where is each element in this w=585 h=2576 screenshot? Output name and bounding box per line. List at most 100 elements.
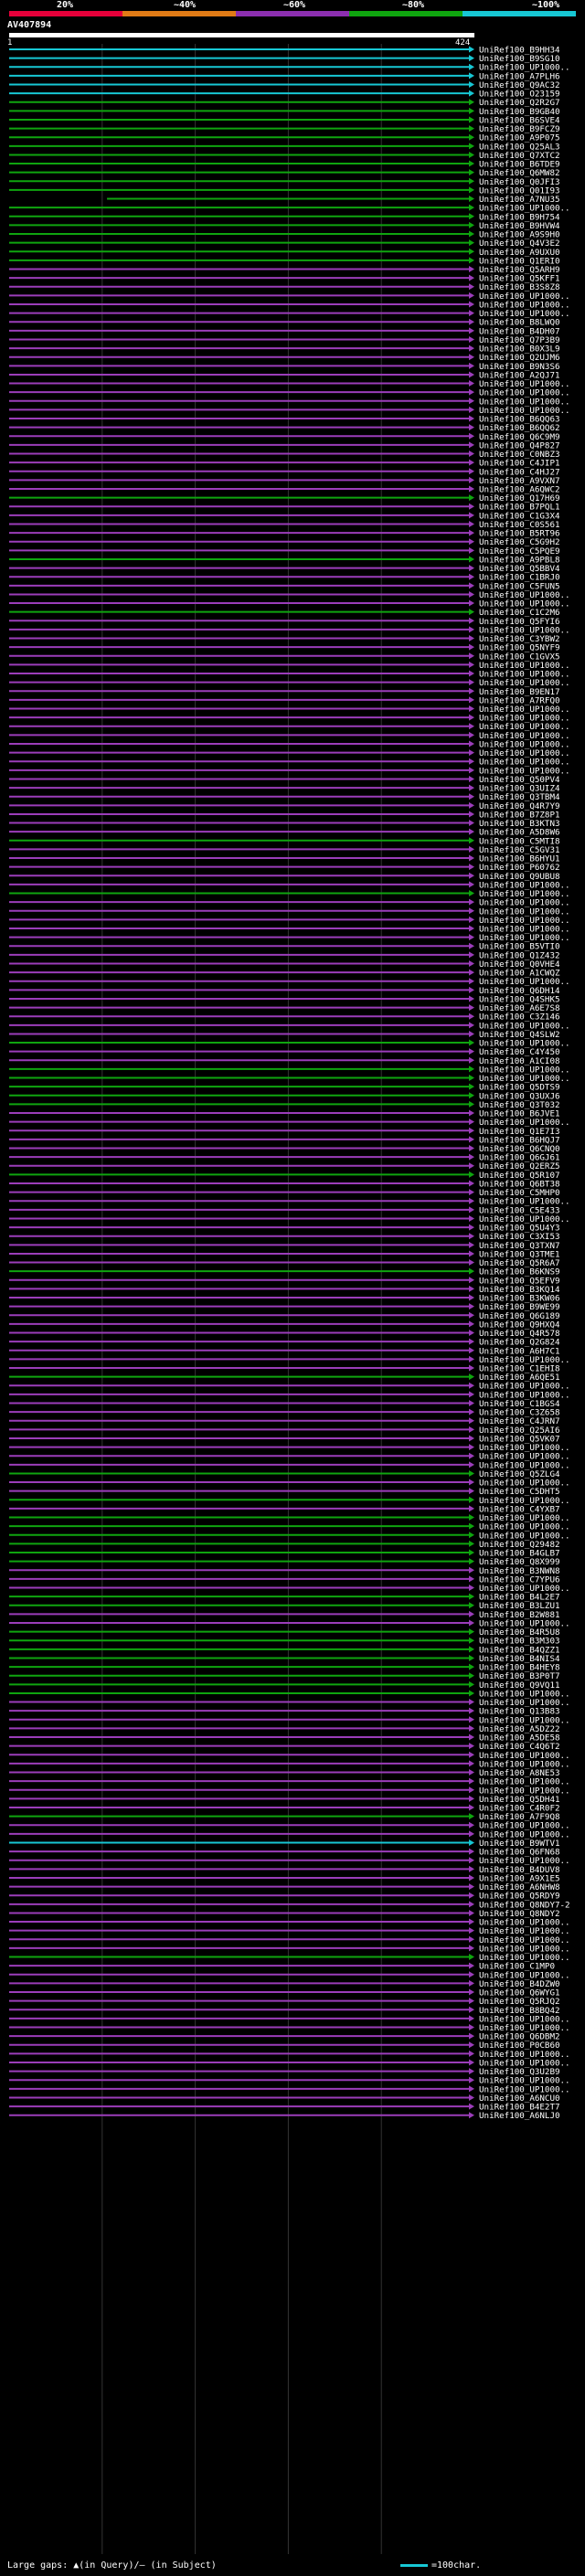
hit-row: UniRef100_UP1000.. xyxy=(9,1531,570,1541)
hit-row: UniRef100_UP1000.. xyxy=(9,63,570,73)
legend-swatch-80 xyxy=(349,11,463,16)
hit-row: UniRef100_UP1000.. xyxy=(9,758,570,768)
hit-label: UniRef100_Q5ARH9 xyxy=(479,265,560,275)
hit-row: UniRef100_Q13B83 xyxy=(9,1707,560,1717)
hit-row: UniRef100_UP1000.. xyxy=(9,1584,570,1594)
hit-row: UniRef100_Q6WYG1 xyxy=(9,1988,560,1998)
hit-arrow xyxy=(469,90,474,97)
hit-arrow xyxy=(469,1197,474,1204)
hit-arrow xyxy=(469,1145,474,1151)
hit-row: UniRef100_UP1000.. xyxy=(9,661,570,671)
hit-label: UniRef100_UP1000.. xyxy=(479,739,570,749)
hit-row: UniRef100_A5D8W6 xyxy=(9,828,560,838)
hit-row: UniRef100_C5E433 xyxy=(9,1205,560,1215)
hit-arrow xyxy=(469,1277,474,1284)
hit-row: UniRef100_C4R0F2 xyxy=(9,1804,560,1814)
hit-row: UniRef100_B9HH34 xyxy=(9,46,560,56)
hit-arrow xyxy=(469,1830,474,1838)
hit-label: UniRef100_UP1000.. xyxy=(479,661,570,671)
hit-arrow xyxy=(469,959,474,967)
hit-row: UniRef100_B6HQJ7 xyxy=(9,1135,560,1145)
hit-row: UniRef100_UP1000.. xyxy=(9,2023,570,2033)
hit-row: UniRef100_A7NU35 xyxy=(107,195,560,205)
hit-row: UniRef100_Q25AL3 xyxy=(9,142,560,152)
hit-label: UniRef100_UP1000.. xyxy=(479,388,570,398)
hit-row: UniRef100_Q1E7I3 xyxy=(9,1127,560,1137)
hit-label: UniRef100_UP1000.. xyxy=(479,599,570,610)
hit-row: UniRef100_A9UXU0 xyxy=(9,248,560,258)
hit-row: UniRef100_UP1000.. xyxy=(9,977,570,987)
hit-arrow xyxy=(469,1575,474,1583)
hit-arrow xyxy=(469,72,474,80)
hit-label: UniRef100_B6QQ63 xyxy=(479,415,560,425)
hit-arrow xyxy=(469,186,474,194)
hit-arrow xyxy=(469,609,474,616)
hit-label: UniRef100_UP1000.. xyxy=(479,625,570,635)
hit-label: UniRef100_Q5VK07 xyxy=(479,1434,560,1444)
hit-arrow xyxy=(469,116,474,123)
hit-label: UniRef100_C1BGS4 xyxy=(479,1399,560,1409)
hit-arrow xyxy=(469,398,474,405)
hit-label: UniRef100_UP1000.. xyxy=(479,758,570,768)
hit-row: UniRef100_Q1Z432 xyxy=(9,950,560,960)
hit-row: UniRef100_A6QWC2 xyxy=(9,485,560,495)
hit-row: UniRef100_B4DZW0 xyxy=(9,1979,560,1989)
hit-row: UniRef100_Q6C9M9 xyxy=(9,432,560,442)
hit-arrow xyxy=(469,196,474,203)
legend-swatch-100 xyxy=(463,11,576,16)
hit-row: UniRef100_A7RFQ0 xyxy=(9,695,560,705)
hit-label: UniRef100_C3XI53 xyxy=(479,1232,560,1242)
hit-arrow xyxy=(469,415,474,422)
hit-row: UniRef100_B4HEY8 xyxy=(9,1663,560,1673)
hit-label: UniRef100_Q01I93 xyxy=(479,186,560,196)
hit-row: UniRef100_C3YBW2 xyxy=(9,634,560,644)
hit-row: UniRef100_UP1000.. xyxy=(9,292,570,302)
hit-arrow xyxy=(469,1927,474,1935)
hit-label: UniRef100_A6E7S8 xyxy=(479,1003,560,1013)
hit-row: UniRef100_UP1000.. xyxy=(9,1513,570,1523)
hit-arrow xyxy=(469,1962,474,1969)
hit-label: UniRef100_UP1000.. xyxy=(479,2058,570,2068)
hit-label: UniRef100_B6QQ62 xyxy=(479,423,560,433)
hit-label: UniRef100_B9SG10 xyxy=(479,54,560,64)
hit-arrow xyxy=(469,63,474,70)
hit-label: UniRef100_UP1000.. xyxy=(479,1777,570,1787)
hit-row: UniRef100_UP1000.. xyxy=(9,1382,570,1392)
hit-arrow xyxy=(469,1909,474,1916)
hit-arrow xyxy=(469,1241,474,1248)
hit-label: UniRef100_B7PQL1 xyxy=(479,503,560,513)
hit-label: UniRef100_B8LWQ0 xyxy=(479,318,560,328)
hit-row: UniRef100_Q2UJM6 xyxy=(9,353,560,363)
hit-row: UniRef100_A9VXN7 xyxy=(9,476,560,486)
hit-row: UniRef100_UP1000.. xyxy=(9,1715,570,1725)
hit-label: UniRef100_C0S561 xyxy=(479,520,560,530)
hit-label: UniRef100_B3KW06 xyxy=(479,1294,560,1304)
hit-arrow xyxy=(469,151,474,158)
hit-row: UniRef100_UP1000.. xyxy=(9,1759,570,1769)
hit-arrow xyxy=(469,345,474,352)
hit-row: UniRef100_Q3UIZ4 xyxy=(9,784,560,794)
hit-label: UniRef100_B3S8Z8 xyxy=(479,282,560,292)
hit-label: UniRef100_Q6WYG1 xyxy=(479,1988,560,1998)
hit-arrow xyxy=(469,2085,474,2093)
hit-arrow xyxy=(469,864,474,871)
hit-label: UniRef100_A7F9Q8 xyxy=(479,1812,560,1822)
hit-arrow xyxy=(469,1839,474,1846)
hit-label: UniRef100_Q9AC32 xyxy=(479,80,560,90)
legend-label-100: ~100% xyxy=(532,0,560,10)
hit-arrow xyxy=(469,406,474,413)
hit-row: UniRef100_Q5ARH9 xyxy=(9,265,560,275)
hit-label: UniRef100_C4Q6T2 xyxy=(479,1742,560,1752)
hit-arrow xyxy=(469,512,474,519)
hit-row: UniRef100_UP1000.. xyxy=(9,880,570,890)
hit-row: UniRef100_UP1000.. xyxy=(9,1390,570,1400)
hit-arrow xyxy=(469,1347,474,1354)
hit-arrow xyxy=(469,2112,474,2119)
hit-row: UniRef100_Q5BBV4 xyxy=(9,564,560,574)
hit-label: UniRef100_UP1000.. xyxy=(479,1443,570,1453)
legend-label-40: ~40% xyxy=(174,0,197,10)
hit-arrow xyxy=(469,565,474,572)
hit-label: UniRef100_UP1000.. xyxy=(479,1689,570,1699)
hit-row: UniRef100_A7F9Q8 xyxy=(9,1812,560,1822)
hit-label: UniRef100_A7RFQ0 xyxy=(479,695,560,705)
